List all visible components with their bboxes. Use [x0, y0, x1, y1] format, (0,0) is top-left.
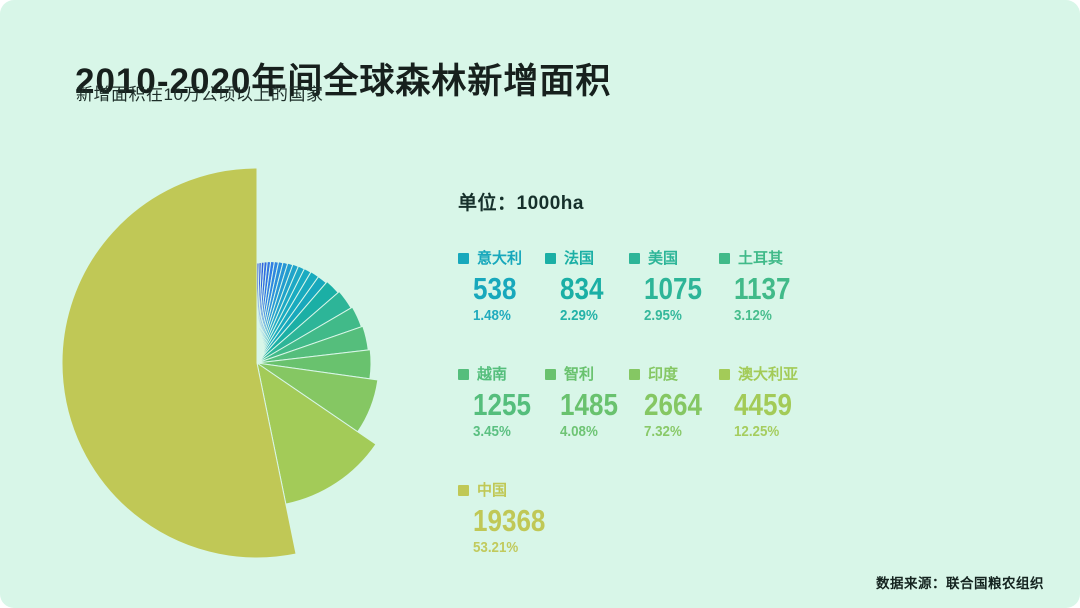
legend-marker [719, 369, 730, 380]
legend-marker [545, 369, 556, 380]
country-value: 834 [560, 271, 604, 306]
legend-item: 意大利 538 1.48% [458, 251, 545, 327]
legend-marker [719, 253, 730, 264]
rose-pie-chart [47, 153, 467, 573]
legend-item: 智利 1485 4.08% [545, 367, 629, 443]
country-value: 1485 [560, 387, 618, 422]
country-percent: 12.25% [734, 424, 780, 440]
page-subtitle: 新增面积在10万公顷以上的国家 [76, 85, 324, 104]
legend-marker [545, 253, 556, 264]
country-name: 美国 [648, 250, 679, 267]
country-name: 印度 [648, 366, 679, 383]
country-value: 4459 [734, 387, 792, 422]
country-percent: 3.12% [734, 308, 772, 324]
legend-item: 土耳其 1137 3.12% [719, 251, 1048, 327]
legend-item: 印度 2664 7.32% [629, 367, 719, 443]
country-percent: 53.21% [473, 540, 519, 556]
legend-item: 法国 834 2.29% [545, 251, 629, 327]
country-value: 1137 [734, 271, 791, 306]
legend-marker [458, 485, 469, 496]
legend-item: 越南 1255 3.45% [458, 367, 545, 443]
country-percent: 2.29% [560, 308, 598, 324]
country-value: 19368 [473, 503, 546, 538]
pie-slice-country-7 [256, 361, 377, 505]
country-value: 1075 [644, 271, 702, 306]
pie-slice-country-8 [61, 167, 297, 559]
country-name: 中国 [477, 482, 508, 499]
legend-marker [458, 253, 469, 264]
country-percent: 1.48% [473, 308, 511, 324]
legend-item: 美国 1075 2.95% [629, 251, 719, 327]
page-title: 2010-2020年间全球森林新增面积 [75, 62, 612, 102]
legend-marker [629, 253, 640, 264]
legend-item: 澳大利亚 4459 12.25% [719, 367, 1048, 443]
legend-panel: 单位：1000ha 意大利 538 1.48% 法国 834 2.29% 美国 1075 2.9… [458, 188, 1048, 559]
country-percent: 3.45% [473, 424, 511, 440]
country-name: 土耳其 [738, 250, 784, 267]
country-name: 智利 [564, 366, 595, 383]
country-name: 法国 [564, 250, 595, 267]
country-name: 意大利 [477, 250, 523, 267]
country-percent: 2.95% [644, 308, 682, 324]
legend-item: 中国 19368 53.21% [458, 483, 545, 559]
country-value: 2664 [644, 387, 702, 422]
legend: 意大利 538 1.48% 法国 834 2.29% 美国 1075 2.95% 土耳其 1137 3… [458, 251, 1048, 559]
country-percent: 4.08% [560, 424, 598, 440]
country-value: 1255 [473, 387, 531, 422]
country-value: 538 [473, 271, 517, 306]
country-name: 澳大利亚 [738, 366, 799, 383]
unit-label: 单位：1000ha [458, 193, 584, 214]
legend-marker [458, 369, 469, 380]
country-name: 越南 [477, 366, 508, 383]
data-source: 数据来源：联合国粮农组织 [876, 576, 1044, 591]
rose-pie-svg [61, 167, 379, 559]
country-percent: 7.32% [644, 424, 682, 440]
legend-marker [629, 369, 640, 380]
